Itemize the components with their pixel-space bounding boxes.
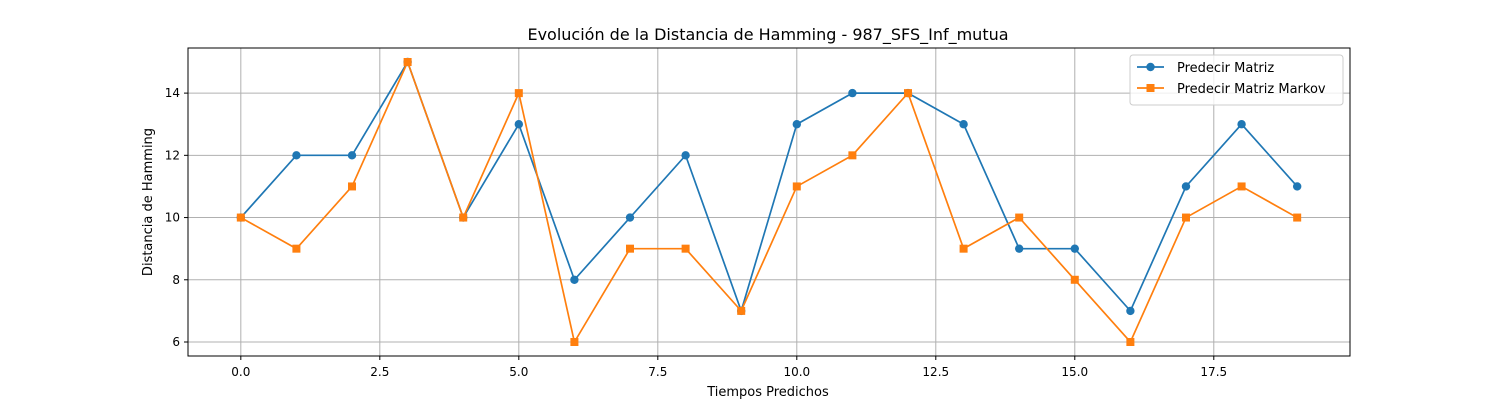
predecir-matriz-markov-point [1015, 213, 1024, 222]
predecir-matriz-point [1237, 120, 1246, 129]
x-tick-label: 17.5 [1200, 365, 1227, 379]
predecir-matriz-markov-point [1181, 213, 1190, 222]
predecir-matriz-point [681, 151, 690, 160]
predecir-matriz-markov-line [240, 59, 1298, 345]
predecir-matriz-markov-point [792, 182, 801, 191]
legend-label-predecir-matriz: Predecir Matriz [1177, 61, 1274, 76]
predecir-matriz-markov-point [1237, 182, 1246, 191]
predecir-matriz-markov-point [292, 244, 301, 253]
x-axis-label: Tiempos Predichos [706, 385, 829, 400]
predecir-matriz-markov-point [236, 213, 245, 222]
chart-title: Evolución de la Distancia de Hamming - 9… [527, 25, 1008, 45]
y-axis-label: Distancia de Hamming [141, 128, 156, 276]
predecir-matriz-markov-point [1126, 338, 1135, 346]
predecir-matriz-markov-point [1070, 275, 1079, 284]
predecir-matriz-point [1126, 306, 1135, 316]
y-tick-label: 14 [165, 86, 180, 100]
series-predecir-matriz-markov [236, 58, 1302, 346]
y-tick-label: 10 [165, 211, 180, 225]
legend-marker-predecir-matriz-markov [1146, 84, 1155, 92]
predecir-matriz-point [347, 151, 357, 160]
x-tick-label: 5.0 [509, 365, 528, 379]
legend-marker-predecir-matriz [1146, 62, 1155, 72]
legend-label-predecir-matriz-markov: Predecir Matriz Markov [1177, 82, 1326, 97]
predecir-matriz-markov-point [1293, 213, 1302, 222]
predecir-matriz-markov-point [514, 89, 523, 98]
predecir-matriz-markov-point [848, 151, 857, 160]
predecir-matriz-markov-point [459, 213, 468, 222]
predecir-matriz-markov-point [681, 244, 690, 253]
x-tick-label: 2.5 [370, 365, 389, 379]
predecir-matriz-point [848, 88, 857, 98]
predecir-matriz-markov-point [626, 244, 635, 253]
predecir-matriz-point [514, 120, 524, 129]
predecir-matriz-markov-point [903, 89, 912, 98]
predecir-matriz-point [792, 120, 801, 129]
y-tick-label: 12 [165, 148, 180, 162]
y-tick-label: 8 [172, 273, 180, 287]
predecir-matriz-point [1181, 182, 1191, 191]
predecir-matriz-markov-point [348, 182, 357, 191]
predecir-matriz-markov-point [737, 306, 746, 315]
predecir-matriz-point [1014, 244, 1024, 253]
x-tick-label: 7.5 [648, 365, 667, 379]
predecir-matriz-markov-point [570, 338, 579, 346]
series-layer [236, 57, 1302, 346]
x-tick-label: 12.5 [922, 365, 949, 379]
x-tick-label: 15.0 [1061, 365, 1088, 379]
predecir-matriz-point [1070, 244, 1079, 253]
predecir-matriz-point [292, 151, 301, 160]
predecir-matriz-point [570, 275, 579, 284]
y-tick-label: 6 [172, 335, 180, 349]
predecir-matriz-point [959, 120, 968, 129]
predecir-matriz-point [625, 213, 635, 222]
x-tick-label: 0.0 [231, 365, 250, 379]
ticks: 0.0 2.5 5.0 7.5 10.0 12.5 15.0 17.5 6 8 10 12 14 [165, 86, 1227, 379]
predecir-matriz-markov-point [959, 244, 968, 253]
legend: Predecir Matriz Predecir Matriz Markov [1129, 54, 1344, 106]
legend-frame [1129, 54, 1344, 106]
predecir-matriz-point [1292, 182, 1302, 191]
plot-frame [187, 47, 1351, 357]
predecir-matriz-markov-point [403, 58, 412, 66]
x-tick-label: 10.0 [783, 365, 810, 379]
